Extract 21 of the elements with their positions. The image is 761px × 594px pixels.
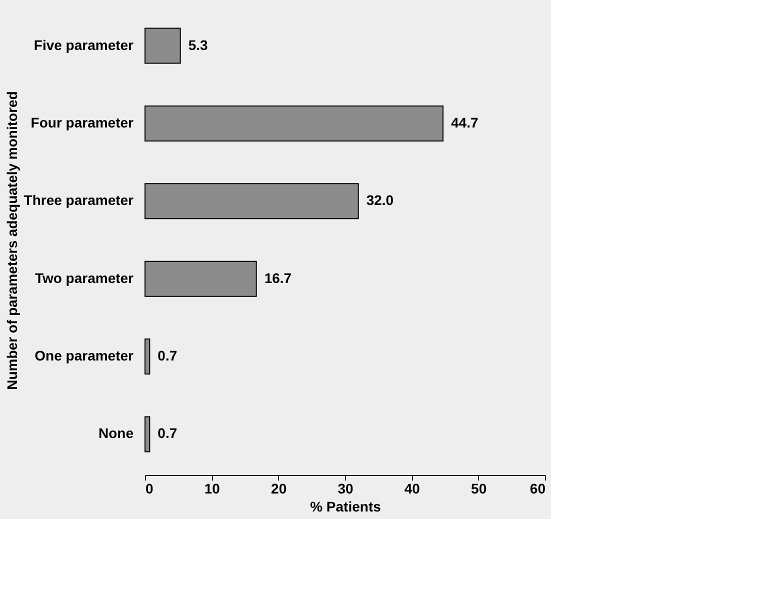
x-tick-label: 30 [338,480,354,496]
y-tick-label: Two parameter [34,270,134,286]
data-label: 0.7 [158,425,178,442]
data-label: 44.7 [451,114,478,130]
x-axis-title: % Patients [310,498,382,514]
data-label: 5.3 [188,36,208,53]
y-tick-label: Four parameter [30,114,134,130]
x-tick-label: 50 [471,480,487,496]
x-tick-label: 40 [404,480,420,496]
y-axis-title: Number of parameters adequately monitored [4,91,20,390]
data-label: 16.7 [264,270,292,286]
y-tick-label: One parameter [34,348,134,364]
x-tick-label: 60 [530,480,546,496]
x-tick-label: 20 [271,480,287,496]
x-tick-label: 0 [146,480,154,496]
y-tick-label: None [98,425,134,442]
y-tick-label: Three parameter [24,192,134,208]
data-label: 32.0 [366,192,394,208]
x-tick-label: 10 [204,480,220,496]
data-label: 0.7 [158,348,178,364]
y-tick-label: Five parameter [34,36,134,53]
